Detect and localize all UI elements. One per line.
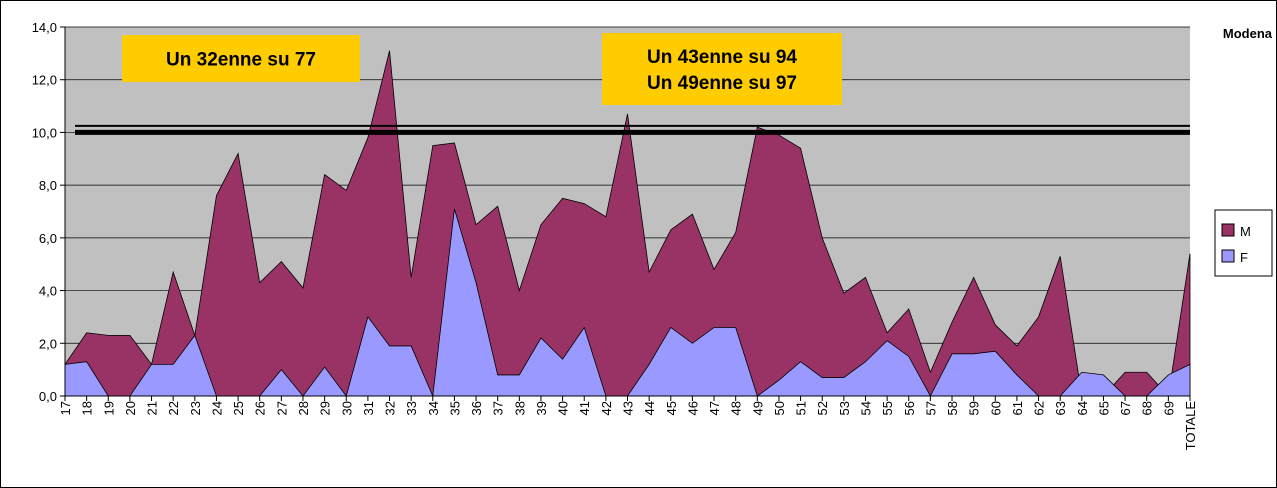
x-tick-label: 20 <box>123 401 138 415</box>
x-tick-label: 58 <box>945 401 960 415</box>
x-tick-label: 40 <box>556 401 571 415</box>
x-tick-label: 19 <box>101 401 116 415</box>
x-tick-label: 65 <box>1096 401 1111 415</box>
location-label: Modena <box>1223 26 1273 41</box>
y-tick-label: 2,0 <box>39 336 57 351</box>
annotation: Un 32enne su 77 <box>166 50 316 71</box>
x-tick-label: 55 <box>880 401 895 415</box>
legend-box <box>1214 209 1273 277</box>
x-tick-label: 54 <box>858 401 873 415</box>
x-tick-label: 48 <box>729 401 744 415</box>
legend-swatch <box>1221 223 1235 237</box>
x-tick-label: 36 <box>469 401 484 415</box>
area <box>64 50 1191 397</box>
x-tick-label: 52 <box>815 401 830 415</box>
x-tick-label: 69 <box>1161 401 1176 415</box>
legend-swatch <box>1221 249 1235 263</box>
y-tick-label: 12,0 <box>32 73 57 88</box>
x-tick-label: 56 <box>902 401 917 415</box>
x-tick-label: 41 <box>577 401 592 415</box>
y-tick-label: 4,0 <box>39 284 57 299</box>
x-tick-label: 18 <box>80 401 95 415</box>
annotation: Un 49enne su 97 <box>647 73 797 94</box>
x-tick-label: 42 <box>599 401 614 415</box>
x-tick-label: 23 <box>188 401 203 415</box>
x-tick-label: 35 <box>447 401 462 415</box>
x-tick-label: 63 <box>1053 401 1068 415</box>
x-tick-label: 30 <box>339 401 354 415</box>
y-tick-label: 0,0 <box>39 389 57 404</box>
x-tick-label: 34 <box>426 401 441 415</box>
x-tick-label: 28 <box>296 401 311 415</box>
x-tick-label: 47 <box>707 401 722 415</box>
x-tick-label: 43 <box>621 401 636 415</box>
x-tick-label: 62 <box>1032 401 1047 415</box>
x-tick-label: 24 <box>209 401 224 415</box>
y-tick-label: 10,0 <box>32 125 57 140</box>
x-tick-label: 44 <box>642 401 657 415</box>
x-tick-label: 31 <box>361 401 376 415</box>
x-tick-label: TOTALE <box>1183 401 1198 451</box>
x-tick-label: 50 <box>772 401 787 415</box>
x-tick-label: 33 <box>404 401 419 415</box>
annotation-box <box>122 35 360 82</box>
x-tick-label: 38 <box>512 401 527 415</box>
x-tick-label: 61 <box>1010 401 1025 415</box>
x-tick-label: 59 <box>967 401 982 415</box>
legend-label: M <box>1240 224 1251 239</box>
annotation-box <box>602 33 842 105</box>
x-tick-label: 60 <box>988 401 1003 415</box>
x-tick-label: 49 <box>750 401 765 415</box>
x-tick-label: 17 <box>58 401 73 415</box>
x-tick-label: 68 <box>1140 401 1155 415</box>
y-tick-label: 8,0 <box>39 178 57 193</box>
x-tick-label: 57 <box>923 401 938 415</box>
annotation: Un 43enne su 94 <box>647 47 797 68</box>
x-tick-label: 64 <box>1075 401 1090 415</box>
x-tick-label: 67 <box>1118 401 1133 415</box>
x-tick-label: 21 <box>145 401 160 415</box>
x-tick-label: 29 <box>318 401 333 415</box>
x-tick-label: 32 <box>383 401 398 415</box>
x-tick-label: 51 <box>794 401 809 415</box>
legend-label: F <box>1240 250 1248 265</box>
x-tick-label: 25 <box>231 401 246 415</box>
x-tick-label: 46 <box>685 401 700 415</box>
x-tick-label: 45 <box>664 401 679 415</box>
y-tick-label: 14,0 <box>32 20 57 35</box>
y-tick-label: 6,0 <box>39 231 57 246</box>
x-tick-label: 37 <box>491 401 506 415</box>
x-tick-label: 53 <box>837 401 852 415</box>
x-tick-label: 27 <box>274 401 289 415</box>
x-tick-label: 22 <box>166 401 181 415</box>
x-tick-label: 39 <box>534 401 549 415</box>
x-tick-label: 26 <box>253 401 268 415</box>
